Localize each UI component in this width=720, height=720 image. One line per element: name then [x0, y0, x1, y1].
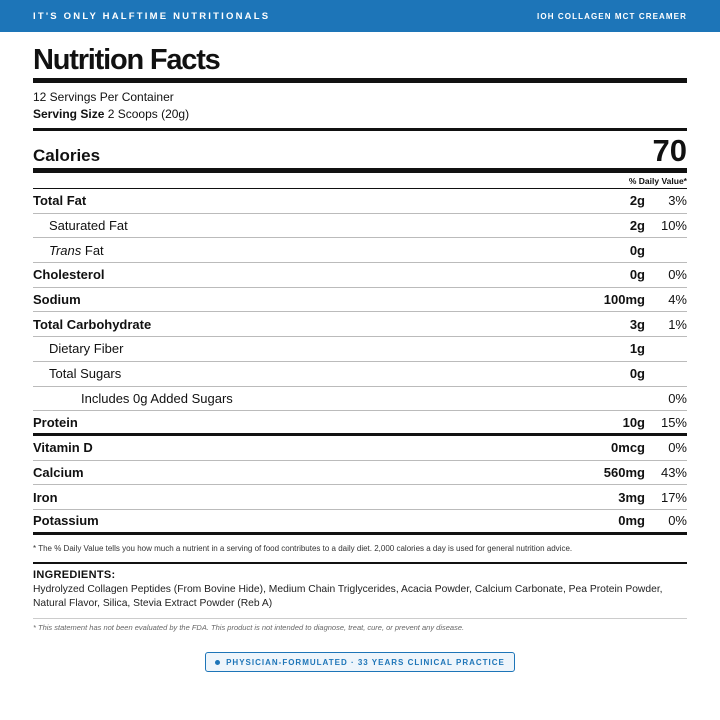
divider — [33, 561, 687, 564]
nutrient-name: Potassium — [33, 513, 99, 529]
nutrient-row-sodium: Sodium 100mg 4% — [33, 288, 687, 313]
bullet-dot-icon — [215, 659, 221, 665]
serving-size-value: 2 Scoops (20g) — [107, 107, 190, 121]
nutrient-dv: 0% — [668, 390, 687, 406]
nutrient-row-total-sugars: Total Sugars 0g — [33, 362, 687, 387]
nutrient-amount: 0mg — [618, 513, 645, 529]
header-bar: IT'S ONLY HALFTIME NUTRITIONALS IOH COLL… — [0, 0, 720, 32]
nutrient-name: Includes 0g Added Sugars — [81, 390, 233, 406]
nutrient-name: Total Carbohydrate — [33, 316, 152, 332]
nutrient-amount: 1g — [629, 341, 645, 357]
nutrient-dv: 43% — [660, 464, 687, 480]
nutrient-row-vitamin-d: Vitamin D 0mcg 0% — [33, 436, 687, 461]
calories-row: Calories 70 — [33, 131, 687, 168]
nutrition-facts-panel: Nutrition Facts 12 Servings Per Containe… — [33, 42, 687, 632]
nutrient-dv: 17% — [660, 489, 687, 505]
physician-badge: PHYSICIAN-FORMULATED · 33 YEARS CLINICAL… — [205, 652, 515, 672]
nutrient-row-saturated-fat: Saturated Fat 2g 10% — [33, 214, 687, 239]
divider — [33, 128, 687, 131]
calories-label: Calories — [33, 146, 101, 165]
ingredients-text: Hydrolyzed Collagen Peptides (From Bovin… — [33, 583, 663, 610]
nutrient-name: Trans Fat — [33, 243, 525, 258]
serving-size-label: Serving Size — [33, 107, 105, 121]
calories-value: 70 — [652, 133, 687, 168]
nutrient-amount: 100mg — [603, 292, 645, 308]
nutrient-dv: 1% — [668, 316, 687, 332]
ingredients-title: INGREDIENTS: — [33, 568, 116, 581]
nutrient-row-total-fat: Total Fat 2g 3% — [33, 189, 687, 214]
nutrient-row-added-sugars: Includes 0g Added Sugars 0% — [33, 387, 687, 412]
nutrient-name: Protein — [33, 414, 78, 430]
nutrient-name: Total Fat — [33, 193, 87, 209]
servings-per-container: 12 Servings Per Container — [33, 90, 174, 104]
nutrient-row-total-carbohydrate: Total Carbohydrate 3g 1% — [33, 312, 687, 338]
nutrient-name: Calcium — [33, 464, 84, 480]
nutrient-row-dietary-fiber: Dietary Fiber 1g — [33, 337, 687, 362]
nutrient-dv: 3% — [668, 193, 687, 209]
nutrient-row-potassium: Potassium 0mg 0% — [33, 510, 687, 535]
nutrient-amount: 560mg — [603, 464, 645, 480]
nutrient-name: Cholesterol — [33, 267, 105, 283]
nutrient-dv: 15% — [660, 414, 687, 430]
brand-name: IT'S ONLY HALFTIME NUTRITIONALS — [33, 10, 271, 22]
badge-text: PHYSICIAN-FORMULATED · 33 YEARS CLINICAL… — [226, 657, 505, 667]
nutrient-dv: 0% — [668, 267, 687, 283]
nutrient-row-iron: Iron 3mg 17% — [33, 485, 687, 510]
product-name: IOH COLLAGEN MCT CREAMER — [537, 11, 687, 21]
nutrient-amount: 3mg — [618, 489, 645, 505]
nutrient-amount: 2g — [629, 193, 645, 209]
nutrient-dv: 10% — [660, 218, 687, 234]
nutrient-row-cholesterol: Cholesterol 0g 0% — [33, 263, 687, 288]
nutrient-amount: 0g — [629, 242, 645, 258]
divider — [33, 168, 687, 173]
nutrient-name: Total Sugars — [49, 366, 122, 382]
nutrient-amount: 2g — [629, 218, 645, 234]
nutrient-name: Saturated Fat — [49, 218, 128, 234]
nutrient-amount: 3g — [629, 316, 645, 332]
daily-value-footnote: * The % Daily Value tells you how much a… — [33, 543, 573, 553]
nutrient-dv: 0% — [668, 513, 687, 529]
divider — [33, 617, 687, 619]
nutrient-row-trans-fat: Trans Fat 0g — [33, 238, 687, 264]
nutrient-amount: 0mcg — [611, 440, 645, 456]
trans-rest: Fat — [81, 242, 104, 258]
nutrient-amount: 0g — [629, 366, 645, 382]
nutrition-facts-title: Nutrition Facts — [33, 44, 221, 76]
nutrient-name: Sodium — [33, 292, 81, 308]
fda-disclaimer: * This statement has not been evaluated … — [33, 622, 465, 632]
nutrient-name: Vitamin D — [33, 440, 93, 456]
daily-value-header: % Daily Value* — [33, 173, 687, 189]
nutrient-amount: 0g — [629, 267, 645, 283]
nutrient-amount: 10g — [622, 414, 645, 430]
nutrient-dv: 0% — [668, 440, 687, 456]
divider — [33, 78, 687, 83]
nutrient-dv: 4% — [668, 292, 687, 308]
nutrient-row-calcium: Calcium 560mg 43% — [33, 461, 687, 486]
trans-italic: Trans — [49, 242, 82, 258]
nutrient-row-protein: Protein 10g 15% — [33, 411, 687, 436]
nutrient-name: Dietary Fiber — [49, 341, 124, 357]
nutrient-name: Iron — [33, 489, 58, 505]
serving-size: Serving Size 2 Scoops (20g) — [33, 106, 687, 123]
